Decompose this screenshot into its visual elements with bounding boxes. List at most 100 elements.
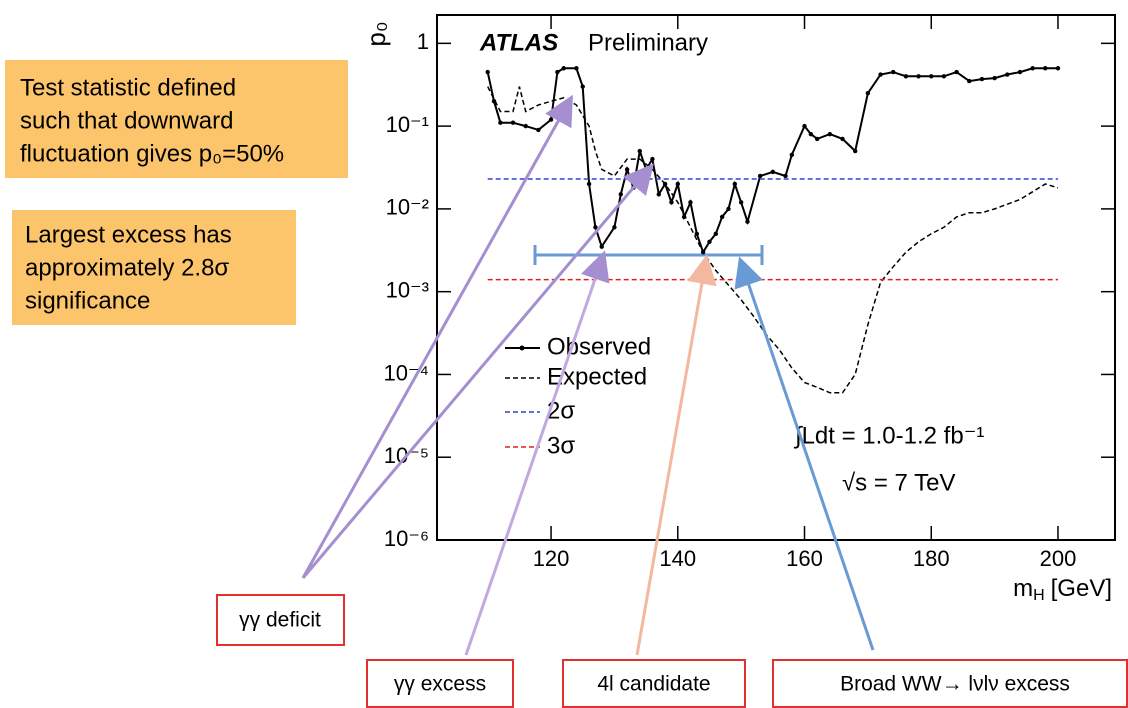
data-point bbox=[789, 152, 795, 158]
data-point bbox=[853, 148, 858, 154]
data-point bbox=[726, 206, 731, 212]
arrows bbox=[301, 94, 875, 656]
y-tick-label: 10⁻² bbox=[386, 195, 429, 220]
data-point bbox=[510, 120, 516, 125]
data-point bbox=[732, 181, 738, 187]
arrow bbox=[734, 256, 875, 651]
data-point bbox=[498, 120, 503, 125]
data-point bbox=[802, 123, 807, 129]
data-point bbox=[770, 169, 776, 175]
data-point bbox=[650, 156, 655, 162]
note-box bbox=[5, 60, 348, 178]
data-point bbox=[967, 78, 972, 84]
series-line bbox=[486, 67, 1058, 255]
data-point bbox=[903, 74, 909, 79]
data-point bbox=[840, 136, 845, 142]
x-tick-label: 120 bbox=[533, 546, 570, 571]
data-point bbox=[523, 123, 528, 129]
data-point bbox=[941, 74, 947, 79]
x-label-symbol: m bbox=[1013, 575, 1033, 602]
data-point bbox=[675, 181, 680, 187]
data-point bbox=[1043, 66, 1048, 71]
data-point bbox=[580, 84, 585, 89]
data-point bbox=[1005, 72, 1010, 77]
data-point bbox=[738, 200, 744, 205]
plot-frame bbox=[436, 14, 1116, 541]
callout-box bbox=[366, 659, 514, 708]
data-point bbox=[688, 200, 693, 205]
data-point bbox=[719, 214, 725, 220]
data-point bbox=[593, 225, 598, 230]
x-label-unit: [GeV] bbox=[1051, 575, 1112, 602]
x-label-subscript: H bbox=[1033, 587, 1045, 604]
data-point bbox=[713, 231, 719, 237]
luminosity-label: ∫Ldt = 1.0-1.2 fb⁻¹ bbox=[793, 422, 984, 449]
data-point bbox=[574, 66, 579, 71]
data-point bbox=[561, 66, 566, 71]
data-point bbox=[536, 127, 541, 133]
status-label: Preliminary bbox=[588, 29, 708, 56]
data-point bbox=[656, 192, 661, 197]
data-point bbox=[1017, 69, 1023, 75]
data-point bbox=[954, 69, 959, 75]
note-line: significance bbox=[25, 287, 150, 314]
callout-label: γγ excess bbox=[394, 673, 486, 696]
callout-box bbox=[772, 659, 1128, 708]
data-point bbox=[669, 200, 674, 205]
arrow bbox=[301, 94, 573, 579]
data-point bbox=[637, 148, 642, 154]
data-point bbox=[624, 167, 630, 172]
note-line: Largest excess has bbox=[25, 221, 232, 248]
data-point bbox=[827, 131, 833, 137]
x-tick-label: 200 bbox=[1040, 546, 1077, 571]
data-point bbox=[612, 225, 617, 230]
data-point bbox=[1055, 66, 1061, 71]
arrow bbox=[635, 254, 717, 656]
note-line: approximately 2.8σ bbox=[25, 254, 229, 281]
callout-label: Broad WW→ lνlν excess bbox=[840, 673, 1070, 696]
data-point bbox=[1030, 66, 1035, 71]
data-point bbox=[586, 181, 592, 187]
data-point bbox=[878, 72, 883, 77]
experiment-label: ATLAS bbox=[479, 29, 558, 56]
energy-label: √s = 7 TeV bbox=[842, 469, 955, 496]
note-box bbox=[12, 210, 296, 325]
data-point bbox=[916, 74, 921, 79]
callout-label: 4l candidate bbox=[597, 673, 710, 696]
note-line: such that downward bbox=[20, 107, 233, 134]
data-point bbox=[555, 69, 560, 75]
note-line: Test statistic defined bbox=[20, 74, 236, 101]
legend-label: 3σ bbox=[547, 432, 575, 459]
data-point bbox=[992, 75, 997, 81]
data-point bbox=[548, 117, 554, 122]
note-line: fluctuation gives p₀=50% bbox=[20, 140, 284, 167]
data-point bbox=[865, 90, 871, 96]
legend-label: Observed bbox=[547, 333, 651, 360]
data-point bbox=[599, 244, 604, 249]
data-point bbox=[618, 192, 623, 197]
callout-box bbox=[562, 659, 746, 708]
arrow bbox=[464, 250, 610, 656]
data-point bbox=[891, 69, 896, 75]
data-point bbox=[694, 231, 699, 237]
x-tick-label: 180 bbox=[913, 546, 950, 571]
data-point bbox=[757, 173, 763, 179]
data-point bbox=[929, 74, 934, 79]
data-point bbox=[979, 76, 985, 82]
data-point bbox=[707, 239, 712, 245]
legend-swatch bbox=[519, 345, 525, 351]
callout-box bbox=[216, 594, 345, 646]
data-point bbox=[783, 173, 788, 179]
arrow bbox=[301, 163, 654, 579]
data-point bbox=[485, 69, 490, 75]
callout-label: γγ deficit bbox=[239, 609, 321, 632]
y-tick-label: 10⁻³ bbox=[386, 277, 429, 302]
x-tick-label: 160 bbox=[786, 546, 823, 571]
data-point bbox=[808, 131, 814, 137]
x-tick-label: 140 bbox=[659, 546, 696, 571]
y-tick-label: 10⁻¹ bbox=[386, 112, 429, 137]
